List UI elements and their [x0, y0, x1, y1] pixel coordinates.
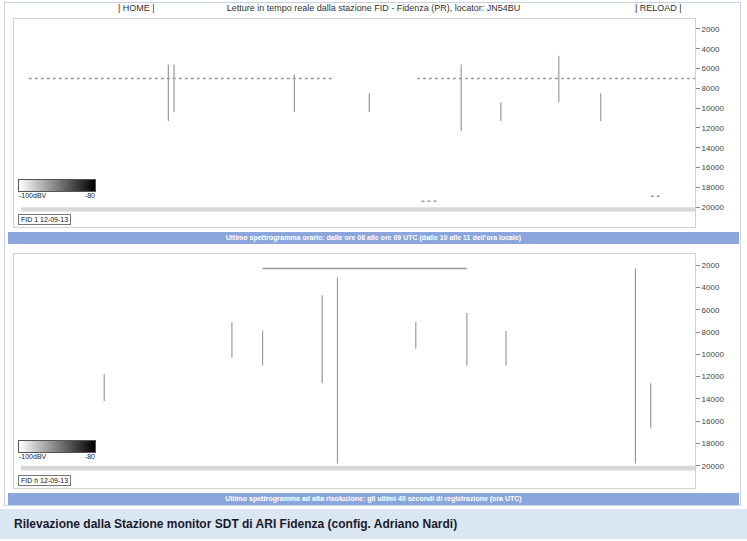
svg-text:14000: 14000 — [702, 144, 725, 153]
svg-text:20000: 20000 — [702, 203, 725, 212]
svg-text:2000: 2000 — [702, 25, 720, 34]
html-text:-80: -80 — [84, 453, 95, 460]
html-text:Letture in tempo reale dalla s: Letture in tempo reale dalla stazione FI… — [226, 3, 521, 13]
html-text:| HOME |: | HOME | — [118, 3, 155, 13]
html-text:-80: -80 — [84, 192, 95, 199]
svg-text:10000: 10000 — [702, 350, 725, 359]
svg-text:12000: 12000 — [702, 124, 725, 133]
svg-text:6000: 6000 — [702, 64, 720, 73]
svg-text:8000: 8000 — [702, 84, 720, 93]
svg-text:12000: 12000 — [702, 372, 725, 381]
svg-text:4000: 4000 — [702, 45, 720, 54]
svg-text:2000: 2000 — [702, 261, 720, 270]
html-text:Rilevazione dalla Stazione mon: Rilevazione dalla Stazione monitor SDT d… — [14, 517, 458, 531]
svg-text:8000: 8000 — [702, 328, 720, 337]
svg-text:10000: 10000 — [702, 104, 725, 113]
svg-text:6000: 6000 — [702, 306, 720, 315]
html-text:-100dBV: -100dBV — [19, 453, 47, 460]
html-text:FID 1 12-09-13: FID 1 12-09-13 — [21, 216, 69, 223]
svg-text:16000: 16000 — [702, 163, 725, 172]
svg-text:20000: 20000 — [702, 462, 725, 471]
svg-text:14000: 14000 — [702, 395, 725, 404]
html-text:FID h 12-09-13: FID h 12-09-13 — [21, 477, 69, 484]
html-text:Ultimo spettrogramma orario: d: Ultimo spettrogramma orario: dalle ore 0… — [225, 234, 522, 241]
svg-text:4000: 4000 — [702, 283, 720, 292]
html-text:Ultimo spettrogramma ad alta r: Ultimo spettrogramma ad alta risoluzione… — [225, 495, 522, 502]
html-text:| RELOAD |: | RELOAD | — [635, 3, 682, 13]
html-text:-100dBV: -100dBV — [19, 192, 47, 199]
svg-text:16000: 16000 — [702, 417, 725, 426]
svg-text:18000: 18000 — [702, 183, 725, 192]
svg-text:18000: 18000 — [702, 439, 725, 448]
